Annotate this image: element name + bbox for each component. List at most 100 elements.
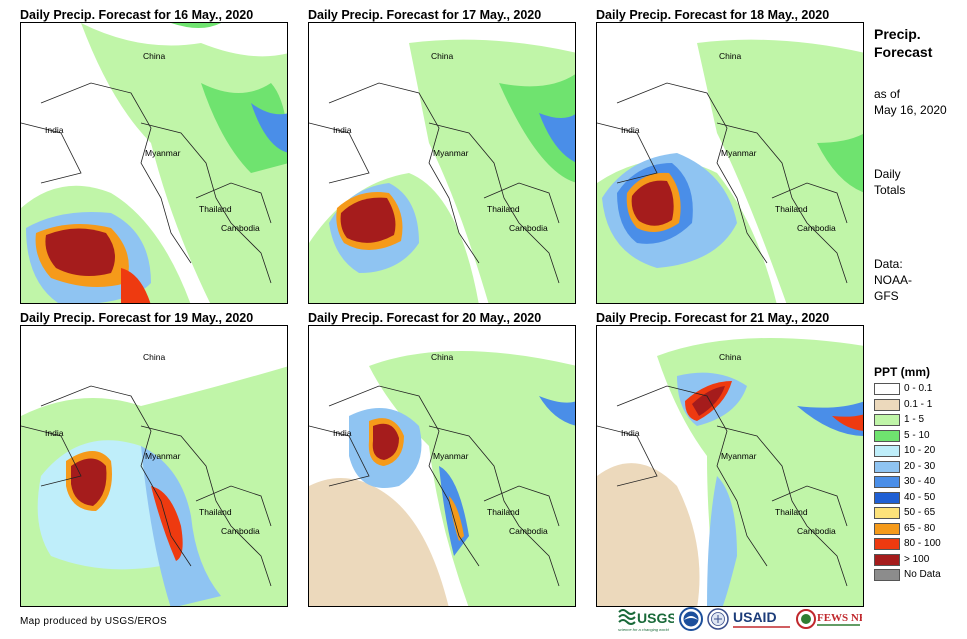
label-cambodia-3: Cambodia (797, 223, 836, 233)
usgs-text: USGS (637, 610, 674, 626)
label-india-1: India (45, 125, 64, 135)
usaid-icon: USAID (733, 609, 790, 628)
label-china-2: China (431, 51, 454, 61)
label-thailand-3: Thailand (775, 204, 808, 214)
label-thailand-1: Thailand (199, 204, 232, 214)
panel-title-2: Daily Precip. Forecast for 17 May., 2020 (308, 8, 542, 22)
precip-map-6 (597, 326, 863, 606)
legend-label: 50 - 65 (904, 507, 936, 518)
label-india-3: India (621, 125, 640, 135)
label-myanmar-1: Myanmar (145, 148, 181, 158)
label-china-3: China (719, 51, 742, 61)
legend-swatch (874, 522, 900, 535)
label-china-1: China (143, 51, 166, 61)
sidebar-asof-line2: May 16, 2020 (874, 103, 947, 117)
dos-seal-logo (707, 606, 729, 632)
label-myanmar-2: Myanmar (433, 148, 469, 158)
label-myanmar-6: Myanmar (721, 451, 757, 461)
label-india-6: India (621, 428, 640, 438)
legend-label: 5 - 10 (904, 429, 930, 441)
usgs-tagline: science for a changing world (618, 627, 669, 632)
usgs-icon: USGS science for a changing world (618, 609, 677, 632)
sidebar-data-line1: Data: (874, 257, 903, 271)
label-thailand-5: Thailand (487, 507, 520, 517)
label-china-5: China (431, 352, 454, 362)
sidebar-title-line2: Forecast (874, 44, 933, 60)
fewsnet-logo: FEWS NET (796, 606, 874, 632)
sidebar-asof-line1: as of (874, 87, 901, 101)
precip-map-3 (597, 23, 863, 303)
map-panel-2: China India Myanmar Thailand Cambodia (308, 22, 576, 304)
label-india-4: India (45, 428, 64, 438)
map-credit: Map produced by USGS/EROS (20, 616, 168, 627)
label-cambodia-1: Cambodia (221, 223, 260, 233)
legend-label: 65 - 80 (904, 522, 936, 534)
label-myanmar-3: Myanmar (721, 148, 757, 158)
fewsnet-text: FEWS NET (817, 612, 862, 624)
label-india-2: India (333, 125, 352, 135)
legend-swatch (874, 507, 900, 519)
label-china-4: China (143, 352, 166, 362)
label-cambodia-5: Cambodia (509, 526, 548, 536)
legend-swatch (874, 414, 900, 426)
map-panel-5: China India Myanmar Thailand Cambodia (308, 325, 576, 607)
panel-title-1: Daily Precip. Forecast for 16 May., 2020 (20, 8, 254, 22)
sidebar-data-line3: GFS (874, 289, 899, 303)
legend-swatch (874, 476, 900, 488)
panel-title-4: Daily Precip. Forecast for 19 May., 2020 (20, 311, 254, 325)
label-cambodia-6: Cambodia (797, 526, 836, 536)
panel-title-6: Daily Precip. Forecast for 21 May., 2020 (596, 311, 830, 325)
panel-title-5: Daily Precip. Forecast for 20 May., 2020 (308, 311, 542, 325)
legend-label: 0.1 - 1 (904, 398, 933, 410)
agency-logos: USGS science for a changing world USAID … (618, 606, 874, 632)
label-thailand-2: Thailand (487, 204, 520, 214)
legend-label: 20 - 30 (904, 460, 936, 472)
legend-label: 10 - 20 (904, 445, 936, 456)
legend-label: No Data (904, 569, 941, 580)
legend-swatch (874, 460, 900, 473)
legend-label: 0 - 0.1 (904, 383, 933, 394)
sidebar-data-line2: NOAA- (874, 273, 913, 287)
precip-map-5 (309, 326, 575, 606)
legend-label: 40 - 50 (904, 491, 936, 503)
usaid-text: USAID (733, 609, 777, 625)
legend-swatch (874, 445, 900, 457)
legend-swatch (874, 429, 900, 442)
sidebar-totals-line2: Totals (874, 183, 906, 197)
label-thailand-6: Thailand (775, 507, 808, 517)
map-panel-4: China India Myanmar Thailand Cambodia (20, 325, 288, 607)
label-india-5: India (333, 428, 352, 438)
label-myanmar-5: Myanmar (433, 451, 469, 461)
noaa-logo (678, 606, 704, 632)
legend-swatch (874, 398, 900, 411)
legend-label: 1 - 5 (904, 414, 925, 425)
map-panel-3: China India Myanmar Thailand Cambodia (596, 22, 864, 304)
seal-icon (707, 608, 729, 630)
label-myanmar-4: Myanmar (145, 451, 181, 461)
label-cambodia-2: Cambodia (509, 223, 548, 233)
precip-map-2 (309, 23, 575, 303)
legend-swatch (874, 569, 900, 581)
legend-label: > 100 (904, 553, 930, 565)
label-china-6: China (719, 352, 742, 362)
legend-label: 30 - 40 (904, 476, 936, 487)
legend-label: 80 - 100 (904, 538, 941, 549)
map-panel-1: China India Myanmar Thailand Cambodia (20, 22, 288, 304)
usaid-logo: USAID (732, 606, 794, 632)
panel-title-3: Daily Precip. Forecast for 18 May., 2020 (596, 8, 830, 22)
precip-map-1 (21, 23, 287, 303)
sidebar-title-line1: Precip. (874, 26, 921, 42)
legend-title: PPT (mm) (874, 365, 931, 379)
noaa-icon (679, 607, 703, 631)
fewsnet-icon: FEWS NET (796, 609, 874, 629)
legend-swatch (874, 491, 900, 504)
legend-swatch (874, 383, 900, 395)
label-thailand-4: Thailand (199, 507, 232, 517)
legend-swatch (874, 553, 900, 566)
precip-map-4 (21, 326, 287, 606)
sidebar-totals-line1: Daily (874, 167, 901, 181)
usgs-logo: USGS science for a changing world (618, 606, 677, 632)
map-panel-6: China India Myanmar Thailand Cambodia (596, 325, 864, 607)
label-cambodia-4: Cambodia (221, 526, 260, 536)
legend-swatch (874, 538, 900, 550)
